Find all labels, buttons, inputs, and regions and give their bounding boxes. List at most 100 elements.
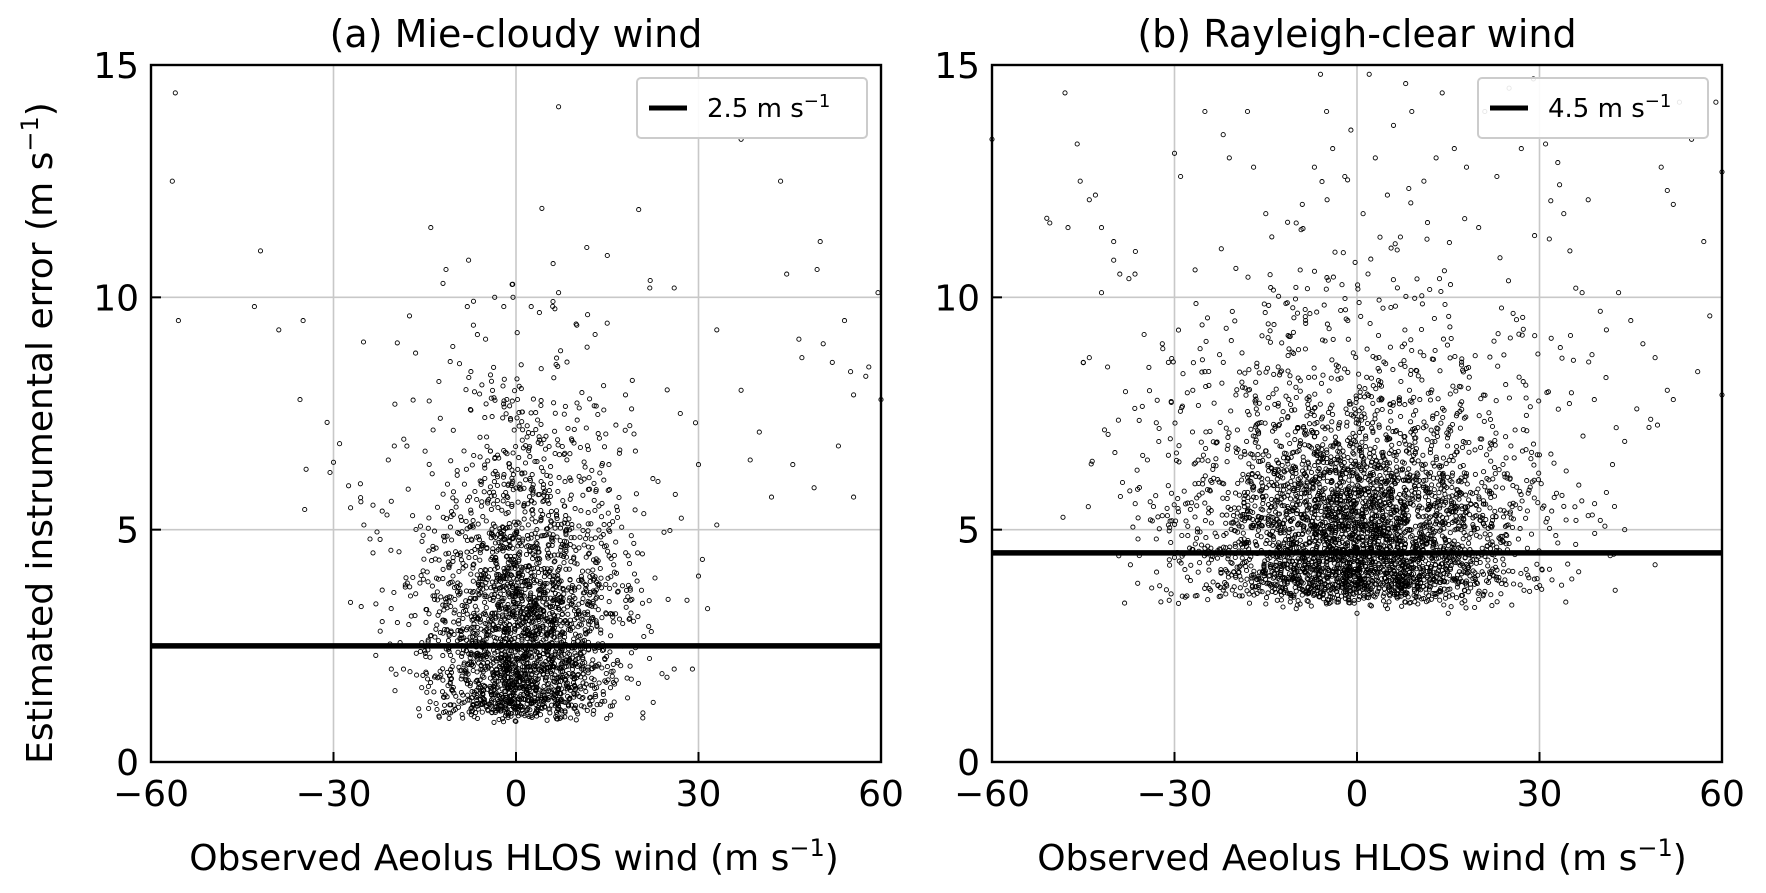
panel-a-data-point — [257, 248, 264, 254]
panel-a-y-tick-label: 10 — [93, 278, 139, 319]
panel-a-data-point — [851, 494, 857, 500]
panel-a-x-tick-label: 60 — [858, 774, 904, 815]
panel-a-cloud-point — [535, 631, 541, 637]
panel-a-cloud-point — [512, 718, 518, 724]
panel-a-data-point — [443, 266, 449, 273]
panel-a-data-point — [556, 104, 562, 110]
panel-a-cloud-point — [482, 599, 488, 605]
panel-a-data-point — [388, 666, 394, 672]
panel-a-cloud-point — [585, 551, 592, 557]
panel-a-cloud-point — [561, 411, 567, 417]
panel-a-cloud-point — [584, 707, 590, 714]
panel-a-cloud-point — [510, 692, 516, 698]
panel-a-cloud-point — [444, 627, 450, 633]
panel-a-cloud-point — [535, 439, 541, 446]
panel-a-cloud-point — [569, 589, 575, 595]
panel-a-data-point — [501, 304, 507, 310]
panel-a-data-point — [689, 666, 695, 672]
panel-a-cloud-point — [540, 482, 547, 488]
panel-a-cloud-point — [452, 607, 458, 613]
panel-a-cloud-point — [661, 529, 667, 535]
panel-a-data-point — [391, 443, 397, 449]
panel-a-cloud-point — [446, 710, 452, 716]
panel-a-cloud-point — [491, 479, 497, 485]
panel-a-data-point — [175, 318, 181, 324]
panel-a-data-point — [428, 225, 434, 231]
panel-a-cloud-point — [565, 611, 571, 617]
panel-a-cloud-point — [631, 540, 637, 546]
panel-a-data-point — [677, 410, 683, 417]
panel-a-cloud-point — [596, 435, 602, 441]
panel-a-cloud-point — [535, 417, 541, 423]
panel-a-data-point — [464, 304, 470, 310]
panel-a-cloud-point — [633, 491, 639, 497]
panel-a-cloud-point — [500, 383, 506, 389]
panel-a-data-point — [607, 703, 613, 709]
panel-a-data-point — [695, 462, 702, 468]
panel-a-cloud-point — [552, 573, 558, 579]
panel-a-cloud-point — [572, 650, 578, 656]
panel-a-cloud-point — [474, 332, 480, 338]
panel-a-cloud-point — [440, 566, 446, 572]
panel-a-data-point — [641, 633, 647, 640]
panel-a-data-point — [385, 457, 391, 463]
panel-a-cloud-point — [450, 558, 456, 564]
panel-a-data-point — [756, 429, 762, 435]
panel-a-y-tick-label: 0 — [116, 743, 139, 784]
panel-a-data-point — [610, 661, 616, 667]
panel-a-cloud-point — [433, 626, 439, 632]
panel-a-cloud-point — [497, 526, 503, 532]
panel-a-cloud-point — [425, 683, 431, 690]
panel-a-cloud-point — [515, 571, 521, 577]
panel-a-cloud-point — [530, 482, 536, 488]
panel-a-data-point — [410, 513, 416, 519]
panel-a-data-point — [592, 331, 598, 338]
panel-a-cloud-point — [533, 427, 539, 433]
panel-a-data-point — [629, 406, 635, 412]
panel-a-cloud-point — [445, 638, 452, 644]
panel-a-cloud-point — [518, 564, 524, 570]
panel-a-cloud-point — [474, 624, 480, 631]
panel-a-cloud-point — [530, 507, 536, 513]
panel-a-cloud-point — [468, 507, 474, 513]
panel-a-data-point — [492, 294, 498, 300]
panel-a-x-axis-label-sup: −1 — [789, 834, 824, 862]
panel-a-data-point — [379, 508, 385, 514]
panel-a-y-tick-label: 5 — [116, 511, 139, 552]
panel-a-data-point — [790, 462, 796, 468]
panel-a-cloud-point — [601, 444, 608, 450]
panel-a-cloud-point — [488, 395, 494, 401]
panel-a-cloud-point — [580, 617, 586, 623]
panel-a-cloud-point — [608, 669, 614, 675]
panel-a-cloud-point — [608, 633, 614, 639]
panel-a-cloud-point — [565, 425, 571, 432]
panel-a-cloud-point — [603, 670, 609, 677]
panel-a-cloud-point — [526, 494, 533, 500]
panel-a-data-point — [817, 239, 823, 245]
panel-a-cloud-point — [579, 568, 586, 574]
panel-a-cloud-point — [527, 667, 533, 673]
panel-a-cloud-point — [499, 716, 505, 722]
panel-a-data-point — [379, 587, 385, 593]
panel-a-cloud-point — [442, 626, 448, 633]
panel-a-cloud-point — [448, 458, 454, 464]
panel-a-cloud-point — [487, 484, 493, 490]
panel-a-cloud-point — [508, 713, 514, 719]
panel-a-cloud-point — [544, 717, 550, 723]
panel-a-cloud-point — [598, 630, 604, 636]
panel-a-cloud-point — [597, 470, 603, 476]
panel-a-cloud-point — [492, 540, 498, 546]
panel-a-cloud-point — [632, 448, 638, 454]
panel-a-cloud-point — [571, 585, 577, 591]
panel-a-cloud-point — [599, 665, 605, 671]
panel-a-cloud-point — [552, 428, 558, 434]
panel-a-cloud-point — [583, 688, 589, 695]
panel-a-data-point — [406, 313, 413, 319]
panel-a-cloud-point — [530, 491, 536, 497]
panel-a-cloud-point — [562, 450, 568, 456]
panel-a-title: (a) Mie-cloudy wind — [330, 12, 703, 56]
panel-a-cloud-point — [513, 664, 519, 670]
panel-a-data-point — [251, 304, 257, 310]
panel-a-data-point — [848, 369, 854, 375]
panel-a-cloud-point — [477, 557, 483, 563]
